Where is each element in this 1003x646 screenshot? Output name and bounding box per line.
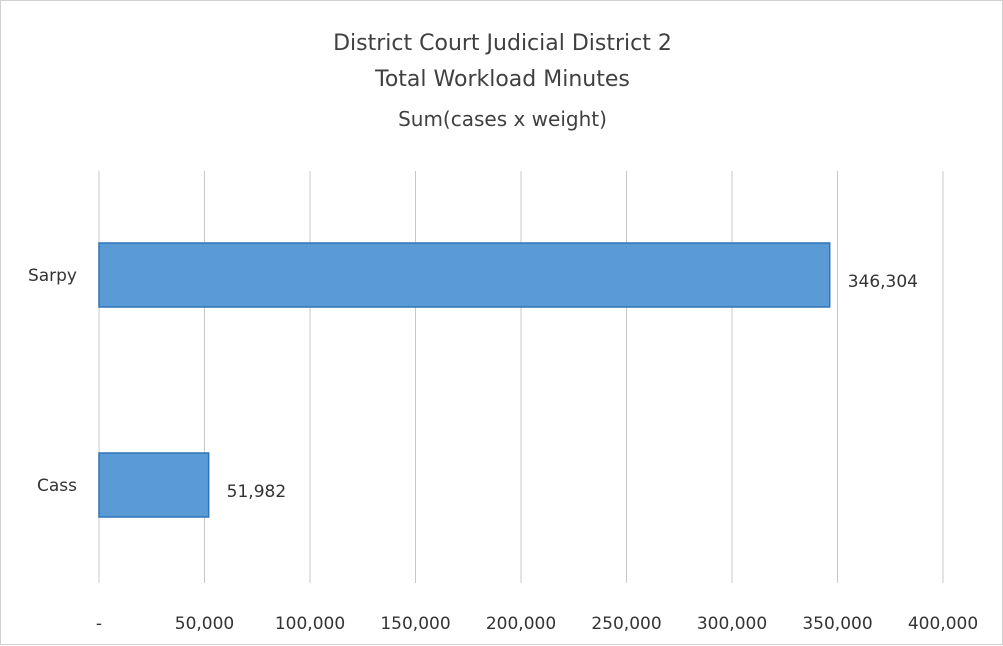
x-tick-label: 350,000 [802,614,872,634]
data-label-sarpy: 346,304 [848,272,918,292]
x-axis-tick-labels: - 50,000 100,000 150,000 200,000 250,000 300,0… [96,614,978,634]
chart-formula-subtitle: Sum(cases x weight) [398,107,607,131]
x-tick-label: 150,000 [380,614,450,634]
category-label-cass: Cass [37,476,77,496]
x-tick-label: 300,000 [697,614,767,634]
data-label-cass: 51,982 [227,482,286,502]
chart-subtitle: Total Workload Minutes [375,67,630,92]
x-tick-label: - [96,614,102,634]
x-tick-label: 100,000 [275,614,345,634]
x-tick-label: 250,000 [591,614,661,634]
category-label-sarpy: Sarpy [28,266,77,286]
data-labels: 346,304 51,982 [227,272,918,502]
x-tick-label: 200,000 [486,614,556,634]
bar-sarpy [98,242,831,308]
chart-title: District Court Judicial District 2 [333,31,672,56]
x-tick-label: 50,000 [175,614,234,634]
bars [98,242,831,518]
category-labels: Sarpy Cass [28,266,77,496]
gridlines [98,171,944,583]
x-tick-label: 400,000 [908,614,978,634]
bar-cass [98,452,210,518]
